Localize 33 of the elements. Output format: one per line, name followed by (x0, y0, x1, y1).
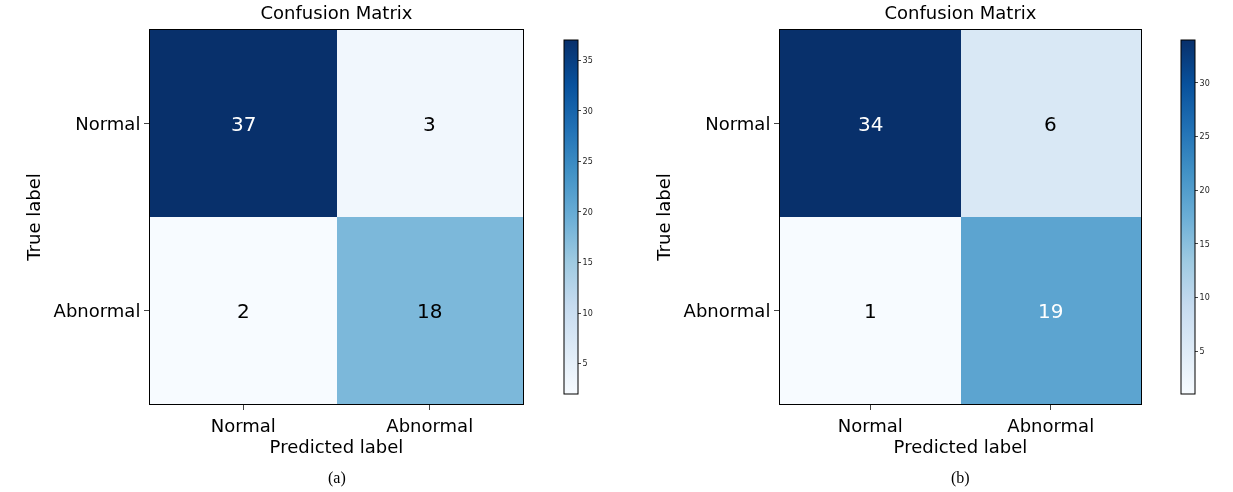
text: (a) (328, 469, 346, 487)
color-bar-label: 20 (1199, 185, 1210, 195)
color-bar-label: 30 (582, 106, 593, 116)
y-axis-title: True label (652, 173, 674, 262)
x-axis-title: Predicted label (269, 435, 404, 457)
data-label: 18 (417, 299, 443, 323)
color-bar-label: 15 (1199, 239, 1210, 249)
x-axis-title: Predicted label (893, 435, 1028, 457)
text: (b) (951, 469, 970, 487)
data-label: 3 (423, 112, 436, 136)
color-bar-label: 20 (582, 207, 593, 217)
color-bar-label: 10 (1199, 293, 1210, 303)
color-bar-label: 10 (582, 308, 593, 318)
x-tick-label: Normal (210, 414, 276, 436)
color-bar-label: 25 (1199, 132, 1210, 142)
data-label: 19 (1038, 299, 1064, 323)
data-label: 1 (864, 299, 877, 323)
data-label: 6 (1044, 112, 1057, 136)
chart-title: Confusion Matrix (260, 1, 413, 23)
x-tick-label: Abnormal (1007, 414, 1095, 436)
chart-title: Confusion Matrix (884, 1, 1037, 23)
data-label: 37 (231, 112, 257, 136)
color-bar-label: 25 (582, 157, 593, 167)
y-axis-title: True label (22, 173, 44, 262)
color-bar-label: 30 (1199, 78, 1210, 88)
data-label: 34 (858, 112, 884, 136)
data-label: 2 (237, 299, 250, 323)
color-bar-label: 35 (582, 56, 593, 66)
color-bar-label: 5 (582, 359, 588, 369)
x-tick-label: Normal (837, 414, 903, 436)
color-bar-label: 15 (582, 258, 593, 268)
x-tick-label: Abnormal (386, 414, 474, 436)
color-bar-label: 5 (1199, 346, 1205, 356)
